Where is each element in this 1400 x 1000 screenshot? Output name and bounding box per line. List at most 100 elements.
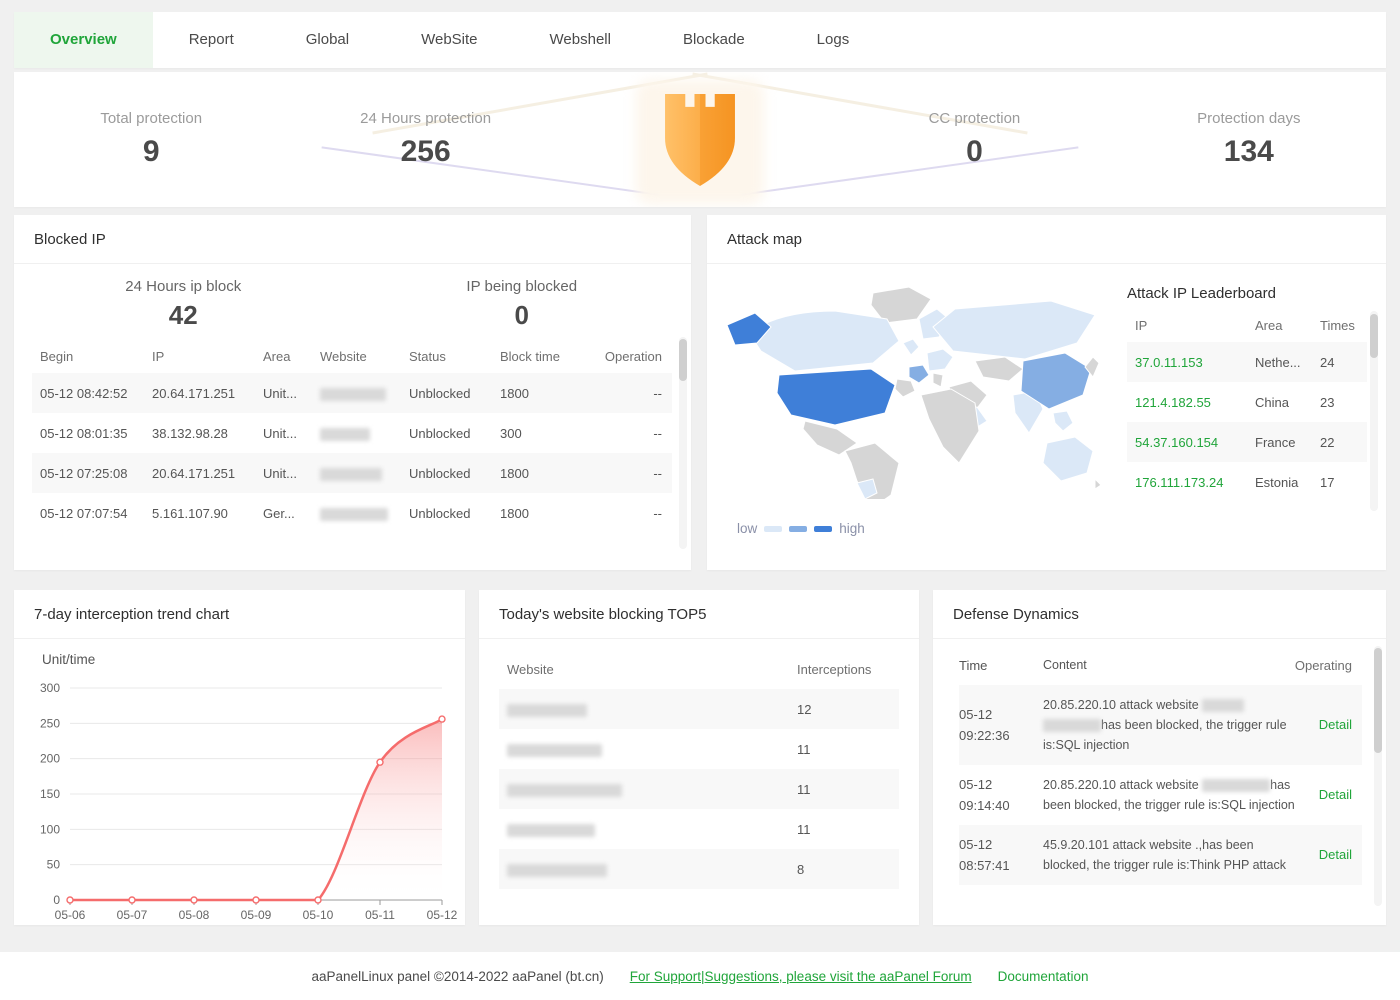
cell-block-time: 1800 bbox=[500, 465, 529, 481]
scrollbar-thumb[interactable] bbox=[1374, 648, 1382, 753]
cell-operation: -- bbox=[653, 465, 662, 481]
tab-webshell[interactable]: Webshell bbox=[549, 31, 611, 48]
tab-report[interactable]: Report bbox=[188, 31, 234, 48]
defense-table: Time Content Operating 05-12 09:22:36 20.8… bbox=[933, 645, 1386, 885]
tab-overview[interactable]: Overview bbox=[14, 12, 153, 68]
cell: Ger... bbox=[263, 505, 295, 521]
scrollbar-track[interactable] bbox=[1374, 646, 1382, 906]
tab-website[interactable]: WebSite bbox=[421, 31, 478, 48]
table-header-row: Begin IP Area Website Status Block time Operat… bbox=[32, 339, 672, 373]
legend-low-label: low bbox=[737, 521, 758, 536]
cell: 05-12 07:07:54 bbox=[40, 505, 128, 521]
trend-chart: Unit/time 0 50 100 150 200 250 300 05-06 05-07 05-… bbox=[40, 652, 458, 920]
tab-global[interactable]: Global bbox=[305, 31, 350, 48]
svg-text:100: 100 bbox=[40, 822, 60, 836]
ip-link[interactable]: 37.0.11.153 bbox=[1135, 354, 1203, 370]
cell: 20.64.171.251 bbox=[152, 385, 236, 401]
tab-logs[interactable]: Logs bbox=[816, 31, 850, 48]
svg-text:05-12: 05-12 bbox=[427, 908, 458, 920]
cell-area: Nethe... bbox=[1255, 354, 1301, 370]
cell-content: 20.85.220.10 attack website has been blo… bbox=[1043, 698, 1287, 752]
legend-swatch-low bbox=[764, 525, 783, 532]
cell-website-redacted bbox=[499, 809, 789, 849]
cell: 5.161.107.90 bbox=[152, 505, 228, 521]
header-content: Content bbox=[1042, 658, 1087, 672]
header-operation: Operation bbox=[604, 348, 662, 364]
counter-value: 42 bbox=[168, 300, 198, 330]
cell: Unit... bbox=[263, 385, 297, 401]
header-area: Area bbox=[263, 348, 291, 364]
svg-text:Unit/time: Unit/time bbox=[42, 652, 95, 667]
table-row: 05-12 07:07:54 5.161.107.90 Ger... Unblocke… bbox=[32, 493, 672, 533]
header-operating: Operating bbox=[1294, 657, 1352, 673]
table-row: 05-12 08:42:52 20.64.171.251 Unit... Unbloc… bbox=[32, 373, 672, 413]
stat-cc-protection: CC protection 0 bbox=[837, 72, 1111, 207]
panel-title: Today's website blocking TOP5 bbox=[479, 590, 919, 639]
defense-row: 05-12 08:57:41 45.9.20.101 attack website … bbox=[959, 825, 1362, 885]
cell-area: Estonia bbox=[1255, 474, 1299, 490]
redacted-website bbox=[507, 743, 602, 757]
cell-content: 20.85.220.10 attack website has been blo… bbox=[1043, 778, 1295, 812]
cell-operating: Detail bbox=[1295, 786, 1362, 804]
scrollbar-track[interactable] bbox=[679, 337, 687, 549]
cell-interceptions: 12 bbox=[797, 701, 812, 717]
stat-value: 256 bbox=[400, 135, 451, 168]
cell-website-redacted bbox=[312, 373, 401, 413]
cell-area: China bbox=[1255, 394, 1289, 410]
cell-ip: 37.0.11.153 bbox=[1127, 342, 1247, 382]
redacted-website bbox=[320, 387, 386, 401]
cell-block-time: 1800 bbox=[500, 385, 529, 401]
cell-website-redacted bbox=[499, 849, 789, 889]
leaderboard-title: Attack IP Leaderboard bbox=[1127, 285, 1276, 302]
blocked-ip-table: Begin IP Area Website Status Block time Operat… bbox=[32, 339, 672, 533]
cell-status: Unblocked bbox=[409, 505, 471, 521]
documentation-link[interactable]: Documentation bbox=[997, 968, 1089, 984]
cell: Unit... bbox=[263, 465, 297, 481]
stat-label: Protection days bbox=[1197, 110, 1301, 127]
cell-operation: -- bbox=[653, 505, 662, 521]
time-clock: 09:14:40 bbox=[959, 798, 1010, 813]
redacted-website bbox=[507, 783, 622, 797]
ip-link[interactable]: 54.37.160.154 bbox=[1135, 434, 1219, 450]
cell-operation: -- bbox=[653, 425, 662, 441]
leaderboard-table: IP Area Times 37.0.11.153 Nethe... 24 121.4.1… bbox=[1127, 308, 1367, 502]
table-header-row: Website Interceptions bbox=[499, 649, 899, 689]
trend-chart-panel: 7-day interception trend chart Unit/time… bbox=[14, 590, 465, 925]
header-area: Area bbox=[1255, 317, 1283, 333]
support-link[interactable]: For Support|Suggestions, please visit th… bbox=[629, 968, 972, 984]
redacted-website bbox=[507, 863, 607, 877]
svg-text:250: 250 bbox=[40, 716, 60, 730]
header-ip: IP bbox=[152, 348, 165, 364]
ip-link[interactable]: 176.111.173.24 bbox=[1135, 474, 1224, 490]
cell-website-redacted bbox=[312, 413, 401, 453]
panel-title: 7-day interception trend chart bbox=[14, 590, 465, 639]
header-status: Status bbox=[409, 348, 446, 364]
top5-row: 11 bbox=[499, 729, 899, 769]
scrollbar-track[interactable] bbox=[1370, 311, 1378, 511]
counter-ip-being-blocked: IP being blocked 0 bbox=[353, 278, 692, 331]
cell-content: 45.9.20.101 attack website .,has been bl… bbox=[1043, 838, 1286, 872]
svg-text:05-09: 05-09 bbox=[241, 908, 272, 920]
scrollbar-thumb[interactable] bbox=[679, 339, 687, 381]
legend-high-label: high bbox=[839, 521, 865, 536]
detail-link[interactable]: Detail bbox=[1318, 847, 1352, 862]
svg-text:200: 200 bbox=[40, 752, 60, 766]
detail-link[interactable]: Detail bbox=[1318, 787, 1352, 802]
tab-blockade[interactable]: Blockade bbox=[682, 31, 745, 48]
cell-interceptions: 11 bbox=[797, 781, 811, 797]
header-ip: IP bbox=[1135, 317, 1148, 333]
defense-row: 05-12 09:14:40 20.85.220.10 attack website… bbox=[959, 765, 1362, 825]
detail-link[interactable]: Detail bbox=[1318, 717, 1352, 732]
cell-interceptions: 11 bbox=[797, 741, 811, 757]
cell-area: France bbox=[1255, 434, 1296, 450]
footer: aaPanelLinux panel ©2014-2022 aaPanel (b… bbox=[0, 952, 1400, 1000]
stat-value: 134 bbox=[1223, 135, 1274, 168]
ip-link[interactable]: 121.4.182.55 bbox=[1135, 394, 1211, 410]
header-website: Website bbox=[320, 348, 367, 364]
header-website: Website bbox=[507, 661, 554, 677]
scrollbar-thumb[interactable] bbox=[1370, 314, 1378, 358]
redacted-website bbox=[320, 427, 370, 441]
shield-icon bbox=[665, 93, 735, 186]
svg-text:50: 50 bbox=[47, 858, 61, 872]
panel-title: Attack map bbox=[707, 215, 1386, 264]
